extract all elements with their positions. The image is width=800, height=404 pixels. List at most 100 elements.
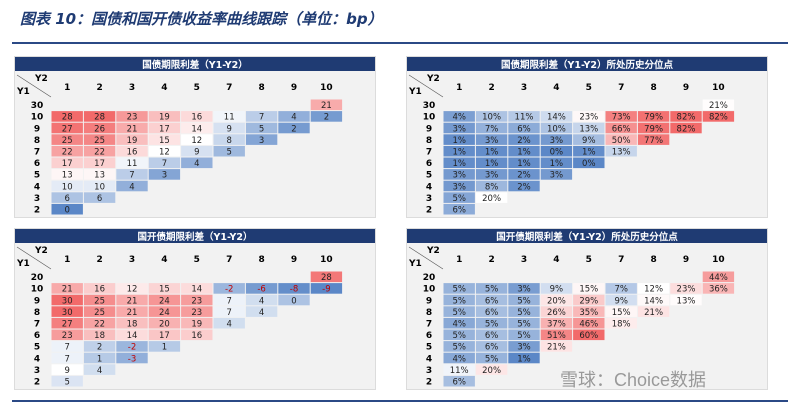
cell-label: 1% [582, 148, 596, 158]
heatmap-cell [83, 306, 116, 317]
row-axis-label: Y1 [408, 87, 422, 97]
heatmap-cell [702, 111, 735, 122]
heatmap-cell [443, 364, 475, 375]
column-header: 5 [194, 255, 200, 265]
cell-label: 19 [191, 320, 202, 330]
cell-label: 18 [127, 320, 138, 330]
heatmap-cell [148, 145, 181, 157]
cell-label: 1% [517, 159, 531, 169]
column-header: 9 [291, 83, 297, 93]
column-header: 4 [553, 255, 559, 265]
heatmap-cell [443, 306, 475, 317]
row-header: 4 [34, 354, 40, 364]
cell-label: 15 [159, 136, 170, 146]
cell-label: -6 [257, 285, 265, 295]
heatmap-cell [181, 122, 213, 134]
heatmap-cell [278, 283, 310, 294]
cell-label: 4% [452, 354, 466, 364]
heatmap-cell [637, 294, 670, 306]
heatmap-cell [637, 306, 670, 317]
heatmap-cell [605, 317, 637, 329]
cell-label: 35% [579, 308, 598, 318]
cell-label: 1% [452, 148, 466, 158]
cell-label: 17 [94, 159, 105, 169]
cell-label: 12 [127, 285, 138, 295]
cell-label: 0% [582, 159, 596, 169]
heatmap-cell [213, 317, 245, 329]
cell-label: 17 [62, 159, 73, 169]
cell-label: 5% [517, 296, 531, 306]
cell-label: 6% [485, 296, 499, 306]
heatmap-cell [443, 283, 475, 294]
heatmap-cell [508, 111, 540, 122]
heatmap-cell [443, 157, 475, 169]
cell-label: 16 [94, 285, 105, 295]
heatmap-cell [83, 294, 116, 306]
cell-label: 7 [259, 113, 264, 123]
column-header: 2 [96, 255, 102, 265]
heatmap-title: 国开债期限利差（Y1-Y2）所处历史分位点 [496, 231, 678, 243]
heatmap-cell [605, 145, 637, 157]
cell-label: 6 [64, 194, 69, 204]
cell-label: 2 [97, 343, 102, 353]
heatmap-cell [540, 306, 573, 317]
heatmap-title-bar [407, 229, 767, 243]
heatmap-cell [148, 157, 181, 169]
heatmap-cell [310, 271, 343, 283]
column-header: 3 [521, 83, 527, 93]
heatmap-cell [637, 134, 670, 145]
cell-label: 24 [159, 308, 170, 318]
heatmap-cell [83, 111, 116, 122]
column-header: 3 [129, 83, 135, 93]
heatmap-cell [83, 192, 116, 203]
heatmap-cell [475, 329, 508, 341]
heatmap-cell [508, 352, 540, 364]
heatmap-cell [278, 111, 310, 122]
heatmap-cell [605, 122, 637, 134]
cell-label: 26% [547, 308, 566, 318]
heatmap-cell [573, 157, 605, 169]
cell-label: 5% [517, 320, 531, 330]
column-header: 2 [488, 255, 494, 265]
cell-label: 4 [259, 308, 264, 318]
heatmap-cell [443, 134, 475, 145]
cell-label: 7 [226, 296, 231, 306]
heatmap-cell [278, 122, 310, 134]
heatmap-cell [148, 341, 181, 352]
cell-label: 0% [550, 148, 564, 158]
header-diagonal [16, 246, 52, 270]
cell-label: 3% [550, 136, 564, 146]
cell-label: 23 [191, 296, 202, 306]
cell-label: 25 [94, 308, 105, 318]
heatmap-cell [116, 122, 148, 134]
heatmap-title-bar [15, 57, 375, 71]
cell-label: 51% [547, 331, 566, 341]
cell-label: 9 [194, 148, 199, 158]
cell-label: 4 [129, 182, 134, 192]
heatmap-cell [573, 134, 605, 145]
heatmap-cell [148, 169, 181, 180]
row-header: 7 [34, 148, 40, 158]
heatmap-cell [540, 111, 573, 122]
row-header: 2 [426, 206, 432, 216]
row-header: 20 [31, 273, 44, 283]
cell-label: 3 [259, 136, 264, 146]
heatmap-cell [213, 134, 245, 145]
heatmap-cell [443, 317, 475, 329]
header-diagonal [408, 246, 444, 270]
heatmap-cell [83, 122, 116, 134]
cell-label: 14 [191, 124, 202, 134]
row-header: 10 [423, 113, 436, 123]
cell-label: 44% [709, 273, 728, 283]
heatmap-cell [310, 283, 343, 294]
cell-label: 28 [94, 113, 105, 123]
heatmap-title: 国开债期限利差（Y1-Y2） [137, 231, 252, 243]
cell-label: 13% [579, 124, 598, 134]
heatmap-cell [213, 294, 245, 306]
heatmap-cell [573, 294, 605, 306]
cell-label: 20% [547, 296, 566, 306]
heatmap-cell [51, 294, 83, 306]
column-header: 1 [64, 83, 70, 93]
cell-label: 23 [62, 331, 73, 341]
